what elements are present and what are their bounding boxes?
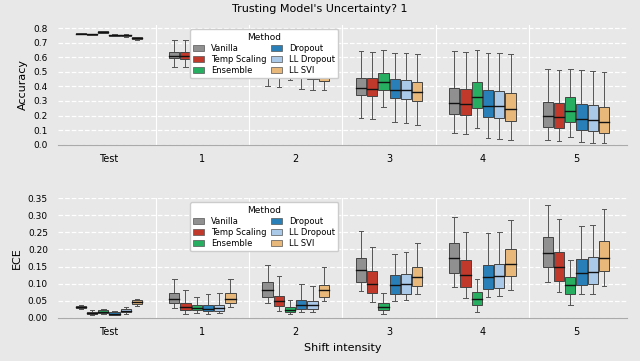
Bar xyxy=(262,282,273,296)
Bar xyxy=(274,65,284,77)
Bar xyxy=(506,93,516,121)
Bar xyxy=(378,303,388,310)
Bar xyxy=(390,79,400,98)
Bar xyxy=(132,38,142,39)
Bar xyxy=(307,301,317,309)
Text: Trusting Model's Uncertainty? 1: Trusting Model's Uncertainty? 1 xyxy=(232,4,408,14)
Legend: Vanilla, Temp Scaling, Ensemble, Dropout, LL Dropout, LL SVI: Vanilla, Temp Scaling, Ensemble, Dropout… xyxy=(190,30,338,78)
Bar xyxy=(191,305,202,310)
Bar xyxy=(356,258,366,282)
Legend: Vanilla, Temp Scaling, Ensemble, Dropout, LL Dropout, LL SVI: Vanilla, Temp Scaling, Ensemble, Dropout… xyxy=(190,203,338,251)
Bar xyxy=(449,88,460,114)
Y-axis label: Accuracy: Accuracy xyxy=(18,60,28,110)
Bar xyxy=(378,73,388,90)
Bar xyxy=(109,35,120,36)
Bar xyxy=(599,241,609,271)
X-axis label: Shift intensity: Shift intensity xyxy=(303,343,381,353)
Bar xyxy=(121,309,131,312)
Bar xyxy=(367,271,378,293)
Bar xyxy=(577,104,587,130)
Bar xyxy=(87,34,97,35)
Bar xyxy=(169,293,179,303)
Bar xyxy=(98,310,108,313)
Bar xyxy=(319,68,329,81)
Bar xyxy=(554,103,564,128)
Bar xyxy=(87,312,97,314)
Bar xyxy=(543,236,553,267)
Bar xyxy=(285,308,295,312)
Bar xyxy=(191,47,202,54)
Bar xyxy=(274,296,284,306)
Bar xyxy=(296,66,307,78)
Bar xyxy=(412,82,422,101)
Bar xyxy=(203,54,213,61)
Bar xyxy=(390,275,400,295)
Bar xyxy=(565,278,575,295)
Bar xyxy=(460,260,470,287)
Bar xyxy=(180,52,191,59)
Bar xyxy=(449,243,460,273)
Bar xyxy=(412,267,422,286)
Bar xyxy=(588,257,598,284)
Bar xyxy=(76,306,86,308)
Bar xyxy=(203,305,213,311)
Bar xyxy=(214,305,225,310)
Bar xyxy=(472,82,482,108)
Y-axis label: ECE: ECE xyxy=(12,247,22,269)
Bar xyxy=(356,78,366,95)
Bar xyxy=(494,264,504,288)
Bar xyxy=(262,64,273,76)
Bar xyxy=(460,89,470,115)
Bar xyxy=(225,55,236,62)
Bar xyxy=(307,67,317,79)
Bar xyxy=(121,35,131,36)
Bar xyxy=(180,303,191,310)
Bar xyxy=(401,274,411,294)
Bar xyxy=(367,78,378,96)
Bar xyxy=(483,91,493,117)
Bar xyxy=(214,55,225,61)
Bar xyxy=(483,265,493,289)
Bar xyxy=(588,105,598,131)
Bar xyxy=(296,300,307,309)
Bar xyxy=(285,57,295,70)
Bar xyxy=(225,293,236,303)
Bar xyxy=(98,31,108,32)
Bar xyxy=(599,107,609,133)
Bar xyxy=(319,285,329,296)
Bar xyxy=(506,249,516,276)
Bar xyxy=(169,52,179,58)
Bar xyxy=(543,102,553,127)
Bar xyxy=(554,252,564,281)
Bar xyxy=(472,292,482,305)
Bar xyxy=(401,80,411,99)
Bar xyxy=(565,97,575,122)
Bar xyxy=(494,91,504,118)
Bar xyxy=(109,312,120,314)
Bar xyxy=(577,259,587,285)
Bar xyxy=(132,300,142,304)
